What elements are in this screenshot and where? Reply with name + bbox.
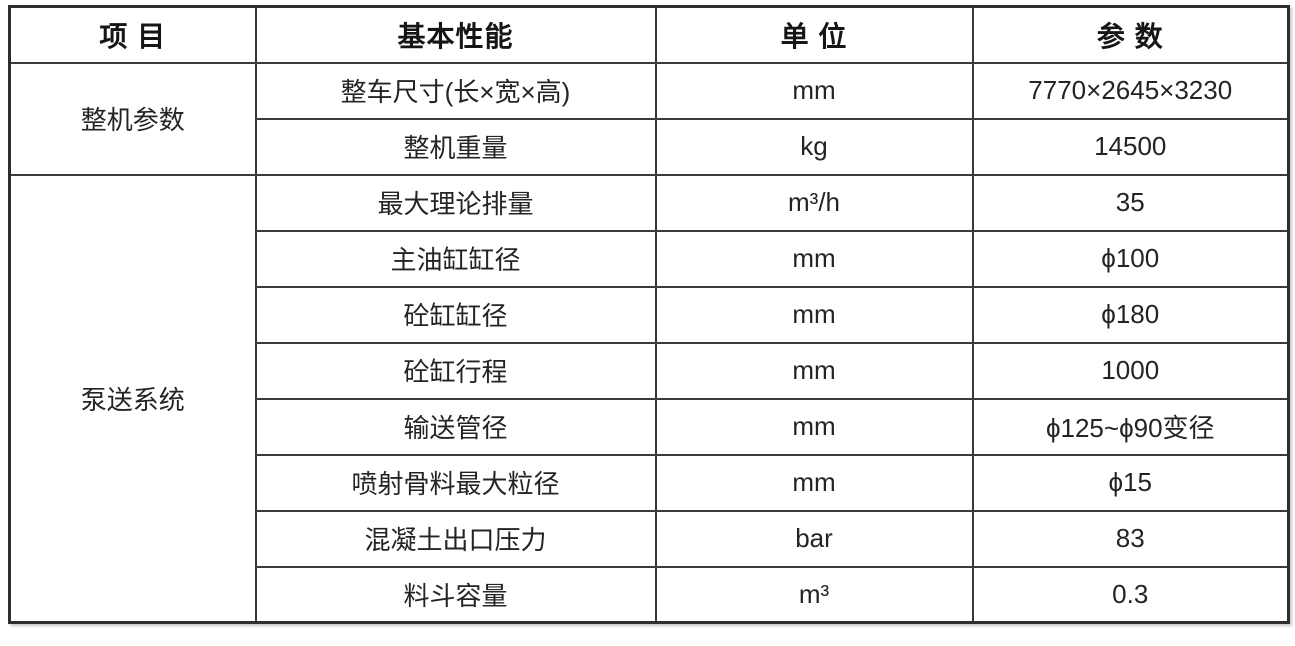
unit-cell: mm bbox=[654, 397, 974, 456]
performance-cell: 整车尺寸(长×宽×高) bbox=[254, 61, 657, 120]
performance-cell: 砼缸行程 bbox=[254, 341, 657, 400]
unit-cell: mm bbox=[654, 341, 974, 400]
table-row: 混凝土出口压力 bar 83 bbox=[10, 509, 1290, 568]
unit-cell: mm bbox=[654, 285, 974, 344]
unit-cell: mm bbox=[654, 453, 974, 512]
table-row: 砼缸行程 mm 1000 bbox=[10, 341, 1290, 400]
value-cell: 1000 bbox=[971, 341, 1290, 400]
unit-cell: mm bbox=[654, 229, 974, 288]
header-row: 项 目基本性能单 位参 数 bbox=[8, 5, 1290, 64]
table-row: 砼缸缸径 mm ϕ180 bbox=[10, 285, 1290, 344]
unit-cell: bar bbox=[654, 509, 974, 568]
value-cell: 83 bbox=[971, 509, 1290, 568]
column-header-3: 参 数 bbox=[971, 5, 1290, 64]
table-body: 整机参数 整车尺寸(长×宽×高) mm 7770×2645×3230 整机重量 kg 145… bbox=[8, 61, 1290, 624]
table-row: 主油缸缸径 mm ϕ100 bbox=[10, 229, 1290, 288]
value-cell: ϕ15 bbox=[971, 453, 1290, 512]
performance-cell: 最大理论排量 bbox=[254, 173, 657, 232]
performance-cell: 整机重量 bbox=[254, 117, 657, 176]
value-cell: 35 bbox=[971, 173, 1290, 232]
value-cell: 14500 bbox=[971, 117, 1290, 176]
value-cell: 7770×2645×3230 bbox=[971, 61, 1290, 120]
value-cell: ϕ180 bbox=[971, 285, 1290, 344]
table-row: 输送管径 mm ϕ125~ϕ90变径 bbox=[10, 397, 1290, 456]
performance-cell: 料斗容量 bbox=[254, 565, 657, 624]
table-row: 泵送系统 最大理论排量 m³/h 35 bbox=[8, 173, 1290, 624]
unit-cell: kg bbox=[654, 117, 974, 176]
performance-cell: 输送管径 bbox=[254, 397, 657, 456]
performance-cell: 砼缸缸径 bbox=[254, 285, 657, 344]
performance-cell: 喷射骨料最大粒径 bbox=[254, 453, 657, 512]
spec-table: 项 目基本性能单 位参 数 整机参数 整车尺寸(长×宽×高) mm 7770×2645… bbox=[8, 5, 1290, 624]
group-label-cell: 泵送系统 bbox=[8, 173, 257, 624]
value-cell: 0.3 bbox=[971, 565, 1290, 624]
value-cell: ϕ125~ϕ90变径 bbox=[971, 397, 1290, 456]
table-row: 料斗容量 m³ 0.3 bbox=[10, 565, 1290, 624]
unit-cell: m³ bbox=[654, 565, 974, 624]
unit-cell: m³/h bbox=[654, 173, 974, 232]
column-header-1: 基本性能 bbox=[254, 5, 657, 64]
table-row: 整机参数 整车尺寸(长×宽×高) mm 7770×2645×3230 bbox=[8, 61, 1290, 176]
column-header-0: 项 目 bbox=[8, 5, 257, 64]
column-header-2: 单 位 bbox=[654, 5, 974, 64]
value-cell: ϕ100 bbox=[971, 229, 1290, 288]
performance-cell: 混凝土出口压力 bbox=[254, 509, 657, 568]
group-label-cell: 整机参数 bbox=[8, 61, 257, 176]
table-row: 喷射骨料最大粒径 mm ϕ15 bbox=[10, 453, 1290, 512]
performance-cell: 主油缸缸径 bbox=[254, 229, 657, 288]
table-row: 整机重量 kg 14500 bbox=[10, 117, 1290, 176]
unit-cell: mm bbox=[654, 61, 974, 120]
